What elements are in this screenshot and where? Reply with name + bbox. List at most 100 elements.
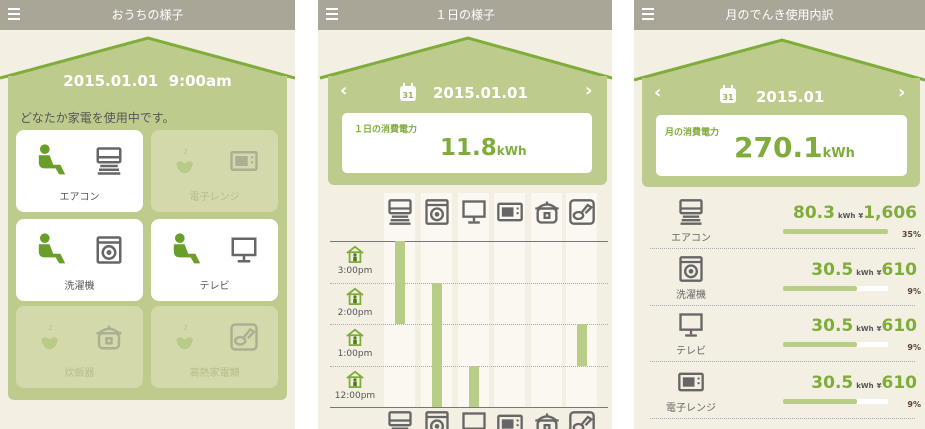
- usage-bar: [432, 282, 442, 324]
- house-person-icon: [346, 370, 364, 388]
- usage-list-item[interactable]: 電子レンジ 30.5 kWh ¥610 9%: [634, 363, 925, 419]
- usage-percent: 35%: [901, 230, 921, 239]
- usage-values: 30.5 kWh ¥610: [811, 316, 917, 336]
- usage-bar-fill: [783, 285, 857, 291]
- usage-values: 30.5 kWh ¥610: [811, 373, 917, 393]
- usage-bar-track: [783, 398, 888, 404]
- usage-bar-fill: [783, 342, 857, 347]
- usage-list-item[interactable]: エアコン 80.3 kWh ¥1,606 35%: [634, 193, 925, 249]
- yen-value: 1,606: [863, 203, 917, 223]
- appliance-card[interactable]: テレビ: [151, 219, 278, 301]
- washer-icon: [423, 410, 451, 429]
- yen-sign: ¥: [876, 381, 882, 390]
- time-label: 3:00pm: [337, 266, 373, 276]
- kwh-unit: kWh: [837, 212, 856, 220]
- kwh-unit: kWh: [856, 268, 874, 277]
- appliance-card[interactable]: 電子レンジ: [151, 130, 278, 212]
- yen-value: 610: [881, 372, 918, 393]
- appliance-label: テレビ: [199, 281, 230, 292]
- calendar-icon[interactable]: [398, 82, 418, 102]
- usage-bar: [432, 365, 442, 407]
- menu-icon[interactable]: [8, 8, 20, 20]
- row-separator: [650, 304, 915, 306]
- appliance-label: 高熱家電類: [189, 368, 240, 379]
- washer-icon: [423, 198, 451, 226]
- house-person-icon: [346, 245, 364, 263]
- washer-icon: [94, 235, 124, 265]
- usage-value: 270.1: [734, 131, 823, 164]
- appliance-column: [494, 193, 525, 407]
- appliance-card[interactable]: 炊飯器: [16, 306, 143, 388]
- usage-bar-track: [783, 342, 888, 347]
- usage-unit: kWh: [496, 144, 527, 158]
- appliance-card[interactable]: エアコン: [16, 130, 143, 212]
- washer-icon: [677, 255, 705, 283]
- usage-percent: 9%: [907, 343, 921, 352]
- menu-icon[interactable]: [326, 8, 338, 20]
- yen-value: 610: [881, 316, 918, 336]
- appliance-label: 洗濯機: [64, 281, 95, 292]
- usage-label: １日の消費電力: [354, 125, 418, 135]
- person-icon: [169, 231, 205, 267]
- chart-bottom-line: [330, 407, 608, 408]
- header: １日の様子: [318, 0, 612, 30]
- row-separator: [650, 248, 915, 249]
- person-icon: [34, 231, 70, 267]
- house-roof: [634, 38, 925, 82]
- house-roof: [0, 36, 295, 80]
- row-separator: [650, 361, 915, 362]
- usage-bar: [432, 324, 442, 366]
- date: 2015.01.01: [433, 84, 528, 102]
- usage-list-item[interactable]: 洗濯機 30.5 kWh ¥610 9%: [634, 250, 925, 306]
- usage-values: 80.3 kWh ¥1,606: [793, 203, 917, 223]
- month: 2015.01: [756, 88, 825, 106]
- datetime: 2015.01.01 9:00am: [63, 72, 232, 90]
- usage-value: 11.8: [440, 135, 497, 161]
- usage-unit: kWh: [822, 146, 855, 161]
- next-month-button[interactable]: ›: [898, 82, 906, 103]
- appliance-label: 洗濯機: [676, 289, 706, 301]
- daily-usage-card: １日の消費電力 11.8kWh: [342, 113, 592, 173]
- usage-bar: [469, 365, 479, 407]
- monthly-breakdown-screen: 月のでんき使用内訳 ‹ 2015.01 › 月の消費電力 270.1kWh エア…: [634, 0, 925, 429]
- appliance-column: [566, 193, 597, 407]
- hour-gridline: [330, 324, 608, 325]
- appliance-card[interactable]: 洗濯機: [16, 219, 143, 301]
- prev-day-button[interactable]: ‹: [340, 80, 348, 101]
- appliance-card[interactable]: 高熱家電類: [151, 306, 278, 388]
- house-person-icon: [346, 328, 364, 346]
- appliance-label: エアコン: [671, 233, 711, 244]
- status-message: どなたか家電を使用中です。: [20, 111, 175, 125]
- usage-list-item[interactable]: テレビ 30.5 kWh ¥610 9%: [634, 306, 925, 362]
- usage-percent: 9%: [907, 399, 921, 409]
- yen-sign: ¥: [876, 325, 882, 333]
- header: おうちの様子: [0, 0, 295, 30]
- ricecooker-icon: [94, 322, 124, 352]
- tv-icon: [460, 410, 488, 429]
- monthly-usage-card: 月の消費電力 270.1kWh: [656, 115, 907, 176]
- person-icon: [34, 142, 70, 178]
- screen-title: １日の様子: [434, 8, 495, 22]
- appliance-label: エアコン: [59, 192, 100, 203]
- usage-bar: [395, 282, 405, 324]
- appliance-column: [531, 193, 562, 407]
- usage-bar: [395, 241, 405, 283]
- header: 月のでんき使用内訳: [634, 0, 925, 30]
- yen-sign: ¥: [858, 212, 864, 220]
- screen-title: おうちの様子: [111, 8, 184, 22]
- hotplate-icon: [229, 322, 259, 352]
- next-day-button[interactable]: ›: [585, 80, 593, 101]
- house-person-icon: [346, 287, 364, 305]
- hotplate-icon: [568, 198, 596, 226]
- kwh-unit: kWh: [856, 381, 874, 390]
- tv-icon: [460, 198, 488, 226]
- kwh-value: 80.3: [793, 203, 835, 223]
- prev-month-button[interactable]: ‹: [654, 82, 662, 103]
- calendar-icon[interactable]: [718, 84, 738, 104]
- kwh-value: 30.5: [811, 259, 854, 280]
- ricecooker-icon: [533, 198, 561, 226]
- menu-icon[interactable]: [642, 8, 654, 20]
- house-roof: [319, 36, 612, 80]
- ricecooker-icon: [533, 410, 561, 429]
- usage-bar-track: [783, 229, 888, 234]
